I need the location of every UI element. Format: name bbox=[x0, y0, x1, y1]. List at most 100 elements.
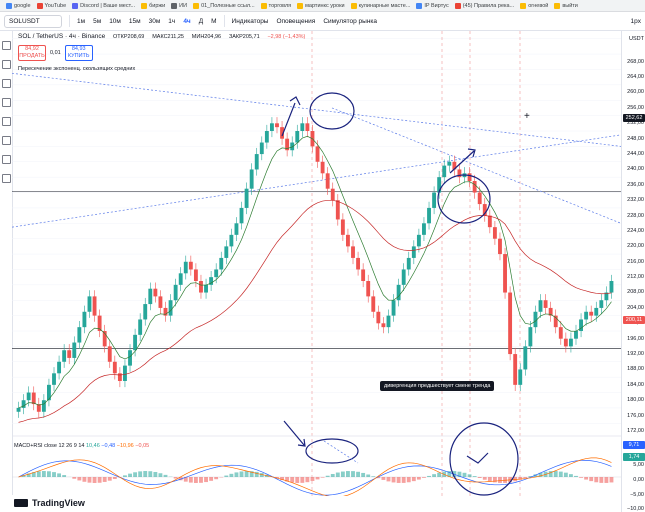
macd-histogram-bar bbox=[487, 477, 492, 482]
price-tick-label: 204,00 bbox=[627, 304, 644, 311]
sell-button[interactable]: 84,92 ПРОДАТЬ bbox=[18, 45, 46, 61]
candle-body bbox=[574, 331, 578, 339]
text-tool-icon[interactable] bbox=[1, 117, 11, 126]
price-tick-label: 172,00 bbox=[627, 427, 644, 434]
interval-4ч[interactable]: 4ч bbox=[183, 17, 191, 25]
bookmark-item[interactable]: YouTube bbox=[36, 2, 66, 9]
macd-histogram-bar bbox=[107, 477, 112, 481]
magnet-tool-icon[interactable] bbox=[1, 174, 11, 183]
macd-histogram-bar bbox=[589, 477, 594, 482]
macd-histogram-bar bbox=[381, 477, 386, 480]
bookmark-label: биржи bbox=[149, 2, 166, 9]
candle-body bbox=[422, 223, 426, 235]
candle-body bbox=[26, 392, 31, 401]
macd-histogram-bar bbox=[406, 477, 411, 483]
macd-histogram-bar bbox=[599, 477, 604, 483]
bookmark-item[interactable]: IP Виртус bbox=[416, 2, 449, 9]
price-axis[interactable]: USDT 268,00 264,00 260,00 256,00 252,00 248,0… bbox=[621, 31, 645, 512]
macd-histogram-bar bbox=[295, 477, 300, 483]
macd-histogram-bar bbox=[305, 477, 310, 483]
candle-body bbox=[487, 215, 492, 228]
interval-1м[interactable]: 1м bbox=[77, 17, 86, 25]
candle-body bbox=[477, 192, 482, 205]
chart-legend: SOL / TetherUS · 4ч · Binance ОТКР208,69… bbox=[18, 33, 305, 40]
ema-indicator-label[interactable]: Пересечение экспоненц. скользящих средни… bbox=[18, 66, 136, 72]
macd-histogram-bar bbox=[259, 473, 264, 477]
legend-open: ОТКР208,69 bbox=[113, 34, 145, 40]
bookmark-item[interactable]: торговля bbox=[260, 2, 291, 9]
candle-body bbox=[158, 296, 163, 308]
candle-body bbox=[467, 173, 472, 181]
macd-histogram-bar bbox=[533, 474, 538, 477]
candle-body bbox=[401, 269, 406, 285]
candle-body bbox=[92, 296, 97, 316]
bookmark-item[interactable]: мартинкс уроки bbox=[297, 2, 345, 9]
macd-histogram-bar bbox=[249, 471, 254, 477]
price-tick-label: 224,00 bbox=[627, 227, 644, 234]
buy-button[interactable]: 84,93 КУПИТЬ bbox=[64, 45, 93, 61]
candle-body bbox=[533, 311, 538, 328]
interval-М[interactable]: М bbox=[211, 17, 217, 25]
symbol-search[interactable]: SOLUSDT bbox=[4, 14, 62, 28]
price-tick-label: 248,00 bbox=[627, 135, 644, 142]
divergence-annotation[interactable]: дивергенция предшествует смене тренда bbox=[380, 381, 495, 391]
interval-10м[interactable]: 10м bbox=[109, 17, 121, 25]
bookmark-item[interactable]: ИИ bbox=[171, 2, 187, 9]
macd-histogram-bar bbox=[548, 471, 553, 477]
bookmark-item[interactable]: 01_Полезные ссыл... bbox=[193, 2, 255, 9]
bookmark-label: IP Виртус bbox=[424, 2, 449, 9]
trendline-tool-icon[interactable] bbox=[1, 60, 11, 69]
price-tick-label: 268,00 bbox=[627, 58, 644, 65]
crosshair-tool-icon[interactable] bbox=[1, 41, 11, 50]
candle-body bbox=[128, 350, 132, 366]
interval-15м[interactable]: 15м bbox=[128, 17, 141, 25]
candle-body bbox=[563, 338, 568, 347]
interval-30м[interactable]: 30м bbox=[148, 17, 161, 25]
candle-body bbox=[148, 288, 153, 305]
zoom-tool-icon[interactable] bbox=[1, 155, 11, 164]
bookmark-item[interactable]: (45) Правила река... bbox=[454, 2, 514, 9]
bookmark-item[interactable]: кулинарные масте... bbox=[350, 2, 411, 9]
interval-5м[interactable]: 5м bbox=[93, 17, 102, 25]
replay-button[interactable]: Симулятор рынка bbox=[323, 17, 378, 25]
interval-1ч[interactable]: 1ч bbox=[168, 17, 176, 25]
price-chart[interactable] bbox=[12, 31, 621, 496]
candle-body bbox=[254, 154, 259, 170]
pattern-tool-icon[interactable] bbox=[1, 98, 11, 107]
bookmark-item[interactable]: выйти bbox=[554, 2, 578, 9]
macd-value: −0,48 bbox=[101, 443, 116, 449]
candle-body bbox=[442, 165, 447, 178]
alerts-button[interactable]: Оповещения bbox=[276, 17, 316, 25]
measure-tool-icon[interactable] bbox=[1, 136, 11, 145]
buy-price: 84,93 bbox=[71, 46, 86, 52]
candle-body bbox=[275, 123, 279, 128]
bookmark-item[interactable]: google bbox=[6, 2, 31, 9]
macd-histogram-bar bbox=[300, 477, 305, 483]
candle-body bbox=[543, 300, 548, 308]
candle-body bbox=[234, 223, 239, 235]
candle-body bbox=[482, 204, 487, 216]
bookmark-label: кулинарные масте... bbox=[358, 2, 411, 9]
candle-body bbox=[163, 307, 168, 316]
macd-histogram-bar bbox=[244, 471, 249, 477]
indicators-button[interactable]: Индикаторы bbox=[231, 17, 269, 25]
bookmark-item[interactable]: биржи bbox=[141, 2, 166, 9]
interval-Д[interactable]: Д bbox=[198, 17, 204, 25]
drawn-arrow bbox=[449, 148, 476, 174]
bookmark-item[interactable]: Discord | Ваше мест... bbox=[72, 2, 135, 9]
candle-body bbox=[447, 161, 452, 166]
macd-histogram-bar bbox=[351, 471, 355, 477]
candle-body bbox=[528, 327, 533, 347]
legend-low: МИН204,96 bbox=[191, 34, 222, 40]
macd-indicator-label[interactable]: MACD+RSI close 12 26 9 14 10,46 −0,48 −1… bbox=[14, 443, 149, 449]
line-width-select[interactable]: 1px bbox=[630, 17, 641, 25]
fib-tool-icon[interactable] bbox=[1, 79, 11, 88]
macd-histogram-bar bbox=[604, 477, 609, 483]
bookmark-item[interactable]: огневой bbox=[520, 2, 548, 9]
macd-tick-label: 5,00 bbox=[633, 462, 644, 468]
macd-histogram-bar bbox=[325, 475, 330, 477]
toolbar-separator bbox=[69, 15, 70, 27]
macd-histogram-bar bbox=[361, 472, 366, 477]
ema-fast-line bbox=[18, 135, 612, 409]
candle-body bbox=[513, 354, 518, 385]
